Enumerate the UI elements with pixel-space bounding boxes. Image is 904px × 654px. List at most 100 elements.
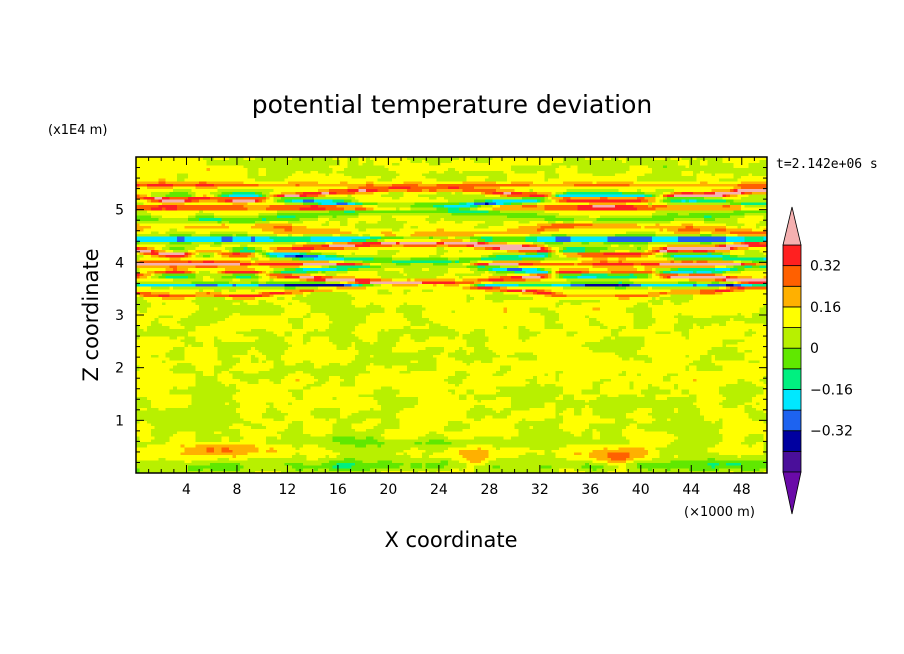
heatmap-cell xyxy=(284,359,304,363)
heatmap-cell xyxy=(748,193,768,198)
heatmap-cell xyxy=(566,233,616,237)
heatmap-cell xyxy=(195,378,219,382)
heatmap-cell xyxy=(351,199,360,203)
heatmap-cell xyxy=(377,444,382,448)
heatmap-cell xyxy=(269,367,367,371)
heatmap-cell xyxy=(674,386,679,390)
heatmap-cell xyxy=(314,328,319,332)
heatmap-cell xyxy=(232,365,274,369)
heatmap-cell xyxy=(221,191,234,195)
heatmap-cell xyxy=(674,315,694,319)
heatmap-cell xyxy=(139,325,148,329)
heatmap-cell xyxy=(744,204,768,208)
heatmap-cell xyxy=(351,238,367,242)
heatmap-cell xyxy=(228,288,237,292)
heatmap-cell xyxy=(295,451,300,456)
heatmap-cell xyxy=(763,257,768,261)
heatmap-cell xyxy=(484,328,519,332)
heatmap-cell xyxy=(488,225,519,229)
heatmap-cell xyxy=(592,257,608,261)
heatmap-cell xyxy=(681,312,738,316)
heatmap-cell xyxy=(295,293,304,298)
heatmap-cell xyxy=(522,204,538,208)
heatmap-cell xyxy=(406,291,493,295)
heatmap-cell xyxy=(295,446,300,450)
heatmap-cell xyxy=(340,375,356,379)
heatmap-cell xyxy=(737,286,746,290)
heatmap-cell xyxy=(206,291,211,295)
heatmap-cell xyxy=(195,365,215,369)
heatmap-cell xyxy=(533,241,545,245)
heatmap-cell xyxy=(618,333,683,337)
heatmap-cell xyxy=(310,336,330,340)
heatmap-cell xyxy=(644,394,657,398)
heatmap-cell xyxy=(429,322,441,327)
heatmap-cell xyxy=(733,264,746,269)
heatmap-cell xyxy=(715,243,720,248)
heatmap-cell xyxy=(262,415,286,419)
heatmap-cell xyxy=(525,417,545,421)
heatmap-cell xyxy=(221,359,241,363)
heatmap-cell xyxy=(336,272,378,277)
heatmap-cell xyxy=(217,372,234,377)
heatmap-cell xyxy=(403,451,408,456)
heatmap-cell xyxy=(444,346,460,350)
heatmap-cell xyxy=(347,157,360,161)
heatmap-cell xyxy=(343,207,356,211)
heatmap-cell xyxy=(507,193,531,198)
heatmap-cell xyxy=(692,293,768,298)
heatmap-cell xyxy=(618,394,638,398)
heatmap-cell xyxy=(358,394,397,398)
heatmap-cell xyxy=(455,391,467,395)
heatmap-cell xyxy=(492,372,505,377)
heatmap-cell xyxy=(514,351,534,356)
heatmap-cell xyxy=(191,312,234,316)
heatmap-cell xyxy=(588,201,627,205)
heatmap-cell xyxy=(136,346,174,350)
heatmap-cell xyxy=(295,267,304,271)
heatmap-cell xyxy=(277,254,286,258)
heatmap-cell xyxy=(136,196,145,200)
heatmap-cell xyxy=(176,430,196,435)
heatmap-cell xyxy=(191,188,219,192)
heatmap-cell xyxy=(329,467,371,471)
heatmap-cell xyxy=(462,428,519,432)
heatmap-cell xyxy=(369,362,375,366)
heatmap-cell xyxy=(340,228,360,232)
heatmap-cell xyxy=(336,251,352,256)
heatmap-cell xyxy=(659,386,675,390)
heatmap-cell xyxy=(637,420,653,424)
heatmap-cell xyxy=(726,238,746,242)
heatmap-cell xyxy=(325,433,382,437)
heatmap-cell xyxy=(466,175,490,179)
heatmap-cell xyxy=(536,378,557,382)
heatmap-cell xyxy=(136,220,219,224)
heatmap-cell xyxy=(726,233,738,237)
heatmap-cell xyxy=(633,272,649,277)
heatmap-cell xyxy=(470,283,475,287)
heatmap-cell xyxy=(399,465,412,469)
heatmap-cell xyxy=(644,193,653,198)
heatmap-cell xyxy=(648,451,660,456)
heatmap-cell xyxy=(477,283,486,287)
heatmap-cell xyxy=(507,241,534,245)
heatmap-cell xyxy=(317,444,356,448)
heatmap-cell xyxy=(577,204,594,208)
heatmap-cell xyxy=(573,409,583,414)
heatmap-cell xyxy=(518,333,538,337)
heatmap-cell xyxy=(655,270,660,274)
heatmap-cell xyxy=(670,157,683,161)
heatmap-cell xyxy=(150,272,156,277)
heatmap-cell xyxy=(136,330,189,335)
heatmap-cell xyxy=(392,196,401,200)
heatmap-cell xyxy=(284,362,297,366)
heatmap-cell xyxy=(303,254,319,258)
heatmap-cell xyxy=(525,236,538,240)
heatmap-cell xyxy=(737,312,742,316)
heatmap-cell xyxy=(562,291,649,295)
heatmap-cell xyxy=(258,270,263,274)
heatmap-cell xyxy=(432,204,445,208)
heatmap-cell xyxy=(340,180,349,184)
heatmap-cell xyxy=(136,399,152,403)
heatmap-cell xyxy=(369,264,382,269)
